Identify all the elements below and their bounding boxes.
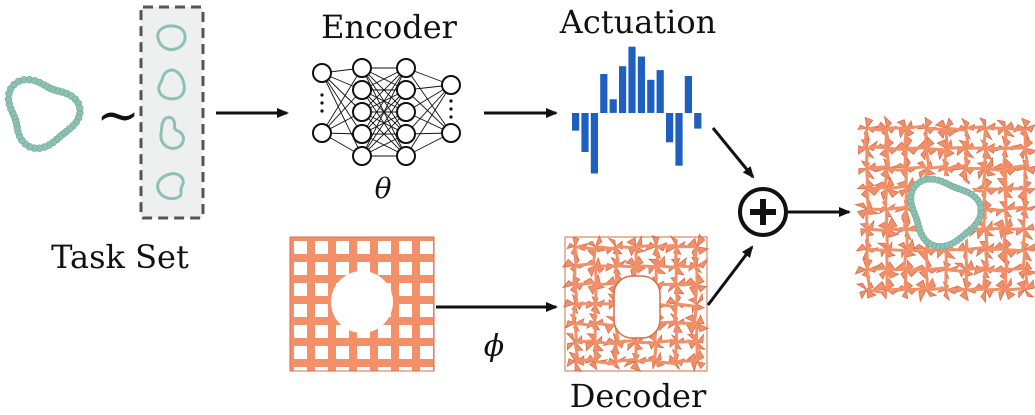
decoded-lattice (561, 233, 710, 373)
output-lattice (854, 115, 1035, 304)
actuation-bar (666, 113, 674, 143)
actuation-bar (656, 70, 664, 113)
task-sample-1 (156, 24, 187, 52)
actuation-bar (600, 74, 608, 113)
actuation-bars (572, 46, 702, 174)
actuation-label: Actuation (559, 3, 717, 41)
task-sample-2 (157, 68, 186, 101)
task-set-box (139, 5, 205, 220)
actuation-bar (619, 66, 627, 113)
combine-plus-symbol (738, 187, 788, 237)
encoder-network (312, 58, 461, 166)
tilde-symbol: ~ (96, 86, 140, 146)
encoder-label: Encoder (321, 8, 458, 46)
actuation-bar (572, 113, 580, 131)
base-lattice (289, 236, 435, 372)
arrow-actuation-to-plus (711, 127, 755, 179)
task-sample-4 (156, 172, 185, 201)
actuation-bar (647, 79, 655, 113)
task-shape (4, 75, 84, 152)
actuation-bar (684, 76, 692, 113)
actuation-bar (590, 113, 598, 174)
decoder-label: Decoder (570, 377, 707, 415)
actuation-bar (675, 113, 683, 166)
task-set-label: Task Set (51, 238, 189, 276)
theta-label: θ (375, 172, 392, 205)
actuation-bar (628, 46, 636, 114)
actuation-bar (609, 99, 617, 113)
actuation-bar (581, 113, 589, 152)
task-sample-3 (159, 115, 185, 150)
arrow-decoded-to-plus (706, 245, 754, 306)
actuation-bar (637, 56, 645, 113)
actuation-bar (694, 113, 702, 129)
phi-label: ϕ (484, 329, 504, 364)
